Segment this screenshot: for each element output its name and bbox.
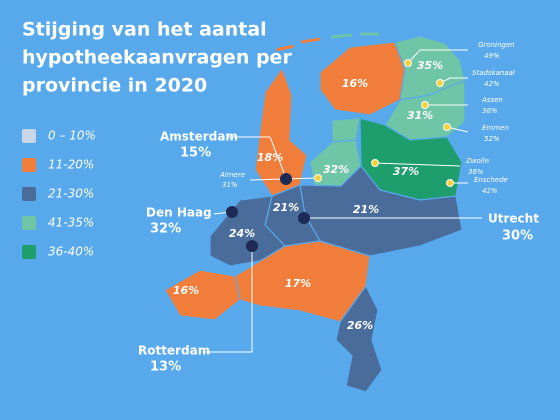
city-value: 38% xyxy=(482,107,498,115)
city-value: 49% xyxy=(484,52,500,60)
legend-label: 41-35% xyxy=(48,216,94,230)
province-labels: 16% 35% 31% 18% 32% 37% 21% 21% 24% 16% … xyxy=(173,59,443,332)
city-dot xyxy=(226,206,238,218)
city-value: 36% xyxy=(468,168,484,176)
title-line: hypotheekaanvragen per xyxy=(22,47,292,69)
city-name: Stadskanaal xyxy=(472,69,515,77)
city-name: Utrecht xyxy=(488,212,539,226)
legend-label: 0 – 10% xyxy=(48,129,96,143)
city-name: Almere xyxy=(219,171,245,179)
island xyxy=(274,36,322,53)
province-label: 16% xyxy=(342,77,368,90)
province-label: 35% xyxy=(417,59,443,72)
city-name: Amsterdam xyxy=(160,130,238,144)
province xyxy=(331,117,361,143)
city-value: 42% xyxy=(482,187,498,195)
city-name: Emmen xyxy=(482,124,509,132)
minor-city-labels: Almere 31% Groningen 49% Stadskanaal 42%… xyxy=(219,41,515,195)
legend-swatch xyxy=(22,158,36,172)
city-dot xyxy=(404,59,412,67)
city-name: Enschede xyxy=(474,176,508,184)
major-city-labels: Amsterdam 15% Den Haag 32% Utrecht 30% R… xyxy=(138,130,539,375)
city-value: 31% xyxy=(222,181,238,189)
city-value: 42% xyxy=(484,80,500,88)
province xyxy=(335,284,383,393)
legend-swatch xyxy=(22,216,36,230)
city-dot xyxy=(371,159,379,167)
province-label: 24% xyxy=(229,227,255,240)
city-dot xyxy=(421,101,429,109)
city-name: Groningen xyxy=(478,41,515,49)
leader-line xyxy=(228,136,287,179)
city-dot xyxy=(314,174,322,182)
legend-swatch xyxy=(22,187,36,201)
city-value: 30% xyxy=(502,229,533,244)
legend-label: 21-30% xyxy=(48,187,94,201)
island xyxy=(329,31,381,40)
province-label: 31% xyxy=(407,109,433,122)
title-line: Stijging van het aantal xyxy=(22,19,267,41)
city-value: 13% xyxy=(150,360,181,375)
province-label: 21% xyxy=(273,201,299,214)
province-label: 21% xyxy=(353,203,379,216)
leader-line xyxy=(407,49,468,64)
leader-line xyxy=(374,162,461,167)
city-dot xyxy=(280,173,292,185)
legend-swatch xyxy=(22,245,36,259)
city-name: Assen xyxy=(481,96,503,104)
city-value: 52% xyxy=(484,135,500,143)
city-value: 32% xyxy=(150,222,181,237)
city-dot xyxy=(298,212,310,224)
city-dots xyxy=(226,59,454,252)
province-label: 37% xyxy=(393,165,419,178)
city-dot xyxy=(436,79,444,87)
city-dot xyxy=(246,240,258,252)
city-name: Den Haag xyxy=(146,206,212,220)
leader-line xyxy=(205,247,253,353)
city-dot xyxy=(446,179,454,187)
legend: 0 – 10% 11-20% 21-30% 41-35% 36-40% xyxy=(22,129,96,259)
title-line: provincie in 2020 xyxy=(22,75,207,97)
title: Stijging van het aantal hypotheekaanvrag… xyxy=(22,19,292,97)
legend-swatch xyxy=(22,129,36,143)
legend-label: 36-40% xyxy=(48,245,94,259)
province-label: 26% xyxy=(347,319,373,332)
province-label: 16% xyxy=(173,284,199,297)
city-name: Rotterdam xyxy=(138,344,210,358)
province-label: 32% xyxy=(323,163,349,176)
city-name: Zwolle xyxy=(465,157,489,165)
city-value: 15% xyxy=(180,146,211,161)
city-dot xyxy=(443,123,451,131)
province xyxy=(254,66,308,197)
legend-label: 11-20% xyxy=(48,158,94,172)
province-label: 17% xyxy=(285,277,311,290)
province-label: 18% xyxy=(257,151,283,164)
